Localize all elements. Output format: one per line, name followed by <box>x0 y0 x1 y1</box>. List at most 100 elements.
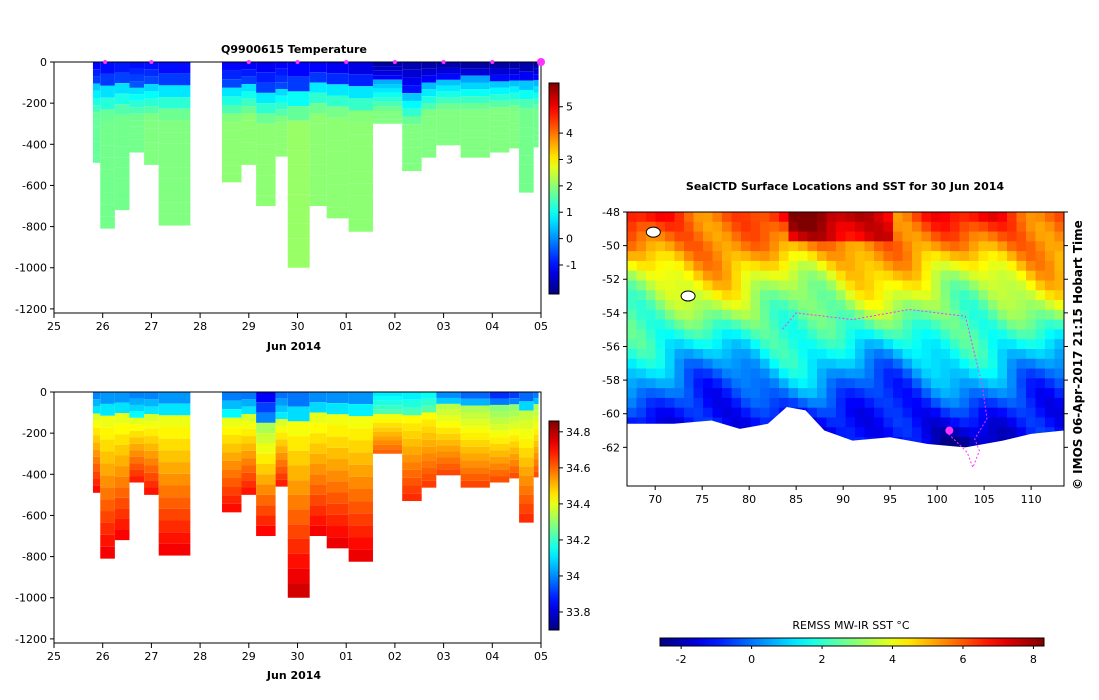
cast-cell <box>129 133 145 140</box>
sst-cell <box>826 319 837 331</box>
sst-cell <box>826 221 837 233</box>
cast-cell <box>158 450 191 463</box>
cast-cell <box>241 106 257 114</box>
sst-cell <box>731 300 742 311</box>
sst-cell <box>779 251 790 262</box>
cast-cell <box>309 134 327 145</box>
sst-cell <box>1054 319 1064 331</box>
lon-tick-label: 95 <box>883 493 897 506</box>
cast-cell <box>372 119 403 124</box>
y-tick-label: -1200 <box>15 633 47 646</box>
sst-cell <box>997 231 1008 242</box>
sst-cell <box>807 329 818 340</box>
sst-cell <box>646 349 657 360</box>
cast-cell <box>421 82 437 90</box>
sst-cell <box>750 358 761 370</box>
colorbar-tick-label: 34.8 <box>566 426 591 439</box>
sst-cell <box>826 378 837 389</box>
cast-cell <box>421 453 437 461</box>
sst-cell <box>1016 221 1027 233</box>
cast-cell <box>275 75 288 83</box>
sst-cell <box>921 397 932 409</box>
cast-cell <box>421 412 437 420</box>
sst-cell <box>864 290 875 301</box>
sst-cell <box>959 329 970 340</box>
sst-cell <box>931 407 942 419</box>
sst-cell <box>969 427 980 438</box>
sst-cell <box>855 280 866 291</box>
sst-cell <box>665 241 676 252</box>
cast-cell <box>509 422 520 430</box>
colorbar-tick-label: 2 <box>566 180 573 193</box>
cast-cell <box>436 109 461 116</box>
sst-cell <box>1035 417 1046 428</box>
cast-cell <box>421 130 437 138</box>
sst-cell <box>950 212 961 223</box>
sst-cell <box>1054 388 1064 399</box>
sst-cell <box>760 319 771 331</box>
cast-cell <box>92 471 101 479</box>
cast-cell <box>489 74 510 82</box>
cast-cell <box>241 84 257 92</box>
sst-cell <box>940 437 951 448</box>
cast-cell <box>275 412 288 420</box>
cast-cell <box>129 100 145 108</box>
sst-cell <box>969 378 980 389</box>
sst-cell <box>874 397 885 409</box>
cast-cell <box>533 86 539 93</box>
sst-cell <box>940 349 951 360</box>
sst-cell <box>1026 251 1037 262</box>
sst-cell <box>864 221 875 233</box>
sst-cell <box>902 358 913 370</box>
sst-cell <box>826 397 837 409</box>
cast-cell <box>92 119 101 127</box>
cast-cell <box>460 150 490 158</box>
sst-cell <box>693 349 704 360</box>
sst-cell <box>902 212 913 223</box>
sst-cell <box>627 368 638 379</box>
profile-marker <box>537 58 545 66</box>
sst-cell <box>940 241 951 252</box>
y-tick-label: -400 <box>22 138 47 151</box>
cast-cell <box>402 100 422 109</box>
sst-cell <box>741 231 752 242</box>
cast-cell <box>402 392 422 400</box>
sst-cell <box>798 397 809 409</box>
sst-cell <box>722 358 733 370</box>
cast-cell <box>287 223 310 239</box>
sst-cell <box>931 339 942 350</box>
sst-cell <box>902 241 913 252</box>
cast-cell <box>129 456 145 464</box>
sst-cell <box>760 309 771 321</box>
sst-cell <box>883 388 894 399</box>
sst-cell <box>1026 270 1037 282</box>
sst-cell <box>627 349 638 360</box>
sst-cell <box>646 260 657 272</box>
cast-cell <box>519 494 534 504</box>
sst-cell <box>646 329 657 340</box>
sst-cell <box>807 319 818 331</box>
cast-cell <box>309 474 327 485</box>
sst-cell <box>883 251 894 262</box>
sst-cell <box>988 309 999 321</box>
sst-cell <box>655 251 666 262</box>
cast-cell <box>519 136 534 146</box>
cast-cell <box>92 435 101 443</box>
sst-cell <box>988 358 999 370</box>
cast-cell <box>460 75 490 83</box>
sst-cell <box>940 339 951 350</box>
sst-cell <box>1035 378 1046 389</box>
sst-cell <box>969 349 980 360</box>
cast-9 <box>275 392 288 487</box>
cast-cell <box>348 513 373 526</box>
sst-cell <box>845 309 856 321</box>
cast-cell <box>326 140 349 152</box>
x-tick-label: 25 <box>47 650 61 663</box>
cast-cell <box>460 412 490 420</box>
sst-cell <box>817 309 828 321</box>
sst-cell <box>636 388 647 399</box>
current-seal-position-marker <box>945 426 954 435</box>
sst-cell <box>788 349 799 360</box>
lat-tick-label: -58 <box>602 374 620 387</box>
cast-cell <box>241 450 257 459</box>
